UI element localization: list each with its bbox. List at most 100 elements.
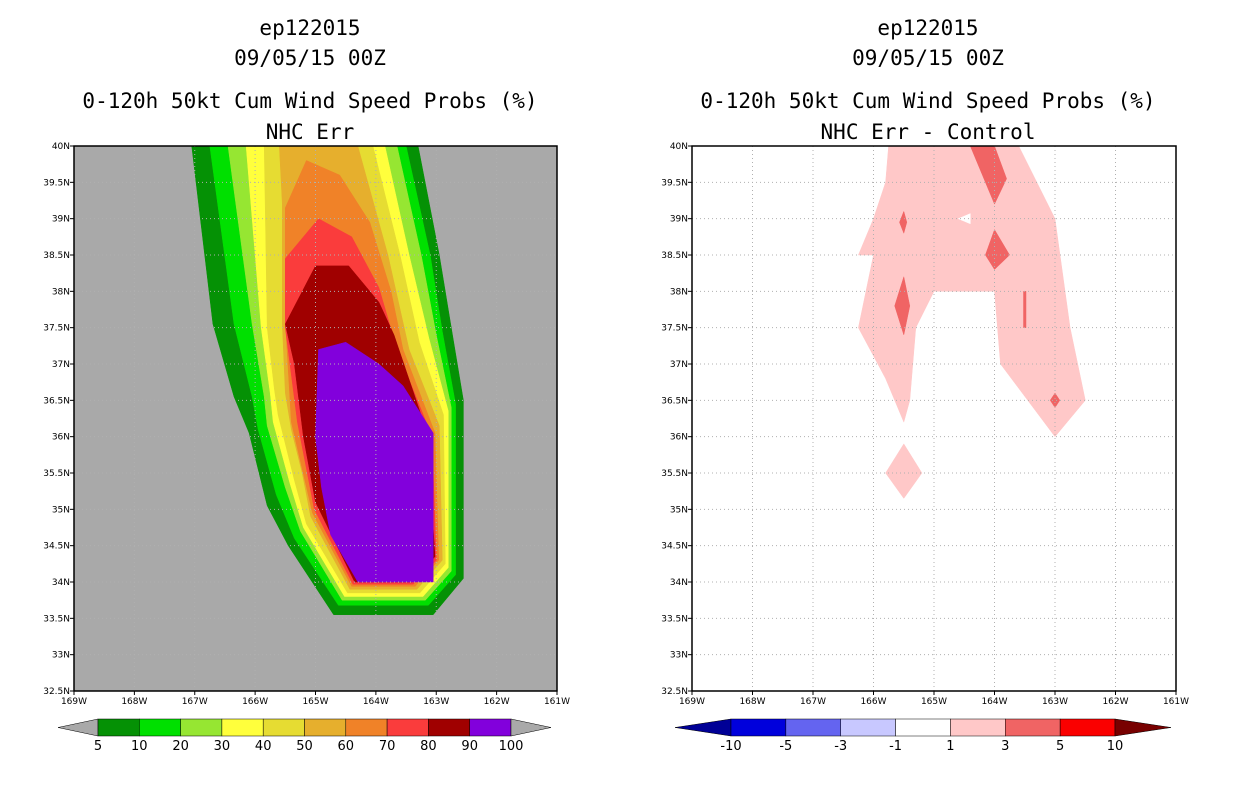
colorbar-label: 90 [461, 739, 478, 754]
colorbar-label: -10 [720, 739, 741, 754]
colorbar-label: -5 [779, 739, 792, 754]
colorbar-label: 1 [946, 739, 954, 754]
chart-title: 0-120h 50kt Cum Wind Speed Probs (%) [700, 89, 1156, 113]
colorbar-label: 3 [1001, 739, 1009, 754]
y-tick-label: 35.5N [43, 469, 70, 479]
contour-level-3 [894, 275, 911, 336]
colorbar-box [895, 718, 951, 737]
y-tick-label: 39N [52, 215, 70, 225]
y-tick-label: 36N [670, 433, 688, 443]
y-tick-label: 32.5N [661, 687, 688, 697]
colorbar-box [950, 718, 1006, 737]
y-tick-label: 39.5N [661, 178, 688, 188]
colorbar-under-triangle [57, 718, 99, 737]
colorbar-box [262, 718, 305, 737]
y-tick-label: 39N [670, 215, 688, 225]
colorbar-box [345, 718, 388, 737]
chart-date: 09/05/15 00Z [852, 46, 1004, 70]
y-tick-label: 33N [670, 651, 688, 661]
x-tick-label: 166W [242, 697, 268, 707]
colorbar-box [840, 718, 896, 737]
contour-level-90 [315, 341, 434, 583]
colorbar-under-triangle [674, 718, 732, 737]
colorbar-box [785, 718, 841, 737]
colorbar-box [1005, 718, 1061, 737]
chart-storm-id: ep122015 [877, 16, 979, 40]
y-tick-label: 34.5N [43, 542, 70, 552]
colorbar-over-triangle [510, 718, 552, 737]
x-tick-label: 165W [921, 697, 947, 707]
x-tick-label: 162W [1102, 697, 1128, 707]
x-tick-label: 165W [302, 697, 328, 707]
colorbar-label: 70 [379, 739, 396, 754]
contour-level-3 [1049, 392, 1061, 409]
x-tick-label: 167W [800, 697, 826, 707]
colorbar-box [221, 718, 264, 737]
contour-level-1 [885, 443, 923, 499]
colorbar-box [304, 718, 347, 737]
y-tick-label: 38N [52, 287, 70, 297]
y-tick-label: 32.5N [43, 687, 70, 697]
y-tick-label: 35N [52, 505, 70, 515]
colorbar-box [180, 718, 223, 737]
y-tick-label: 34N [52, 578, 70, 588]
colorbar-box [469, 718, 512, 737]
y-tick-label: 35.5N [661, 469, 688, 479]
y-tick-label: 35N [670, 505, 688, 515]
contour-level-3 [970, 146, 1007, 205]
colorbar-box [730, 718, 787, 737]
y-tick-label: 40N [52, 142, 70, 152]
colorbar-box [428, 718, 470, 737]
y-tick-label: 38.5N [661, 251, 688, 261]
x-tick-label: 169W [61, 697, 87, 707]
x-tick-label: 168W [121, 697, 147, 707]
colorbar-label: 5 [94, 739, 102, 754]
x-tick-label: 163W [1042, 697, 1068, 707]
chart-subtitle: NHC Err - Control [820, 120, 1036, 144]
y-tick-label: 39.5N [43, 178, 70, 188]
y-tick-label: 36N [52, 433, 70, 443]
colorbar-box [386, 718, 429, 737]
x-tick-label: 167W [182, 697, 208, 707]
colorbar-label: 30 [214, 739, 231, 754]
y-tick-label: 37N [670, 360, 688, 370]
contour-level-3 [1023, 291, 1027, 328]
colorbar-label: 5 [1056, 739, 1064, 754]
y-tick-label: 33.5N [43, 614, 70, 624]
x-tick-label: 164W [363, 697, 389, 707]
y-tick-label: 37.5N [661, 324, 688, 334]
colorbar-label: 100 [499, 739, 524, 754]
colorbar-label: -1 [889, 739, 902, 754]
y-tick-label: 38.5N [43, 251, 70, 261]
y-tick-label: 40N [670, 142, 688, 152]
colorbar-label: 60 [338, 739, 355, 754]
x-tick-label: 161W [544, 697, 570, 707]
x-tick-label: 169W [679, 697, 705, 707]
colorbar-label: 80 [420, 739, 437, 754]
y-tick-label: 36.5N [661, 396, 688, 406]
chart-title: 0-120h 50kt Cum Wind Speed Probs (%) [82, 89, 538, 113]
chart-storm-id: ep122015 [259, 16, 361, 40]
x-tick-label: 163W [423, 697, 449, 707]
colorbar-label: 50 [296, 739, 313, 754]
x-tick-label: 168W [739, 697, 765, 707]
chart-subtitle: NHC Err [265, 120, 355, 144]
y-tick-label: 34N [670, 578, 688, 588]
y-tick-label: 34.5N [661, 542, 688, 552]
x-tick-label: 164W [981, 697, 1007, 707]
colorbar-label: 10 [1107, 739, 1124, 754]
colorbar-label: -3 [834, 739, 847, 754]
y-tick-label: 33.5N [661, 614, 688, 624]
colorbar-label: 20 [172, 739, 189, 754]
y-tick-label: 37.5N [43, 324, 70, 334]
y-tick-label: 37N [52, 360, 70, 370]
y-tick-label: 36.5N [43, 396, 70, 406]
colorbar-box [139, 718, 181, 737]
colorbar-box [97, 718, 140, 737]
colorbar-label: 10 [131, 739, 148, 754]
y-tick-label: 38N [670, 287, 688, 297]
x-tick-label: 166W [860, 697, 886, 707]
colorbar-over-triangle [1114, 718, 1172, 737]
y-tick-label: 33N [52, 651, 70, 661]
